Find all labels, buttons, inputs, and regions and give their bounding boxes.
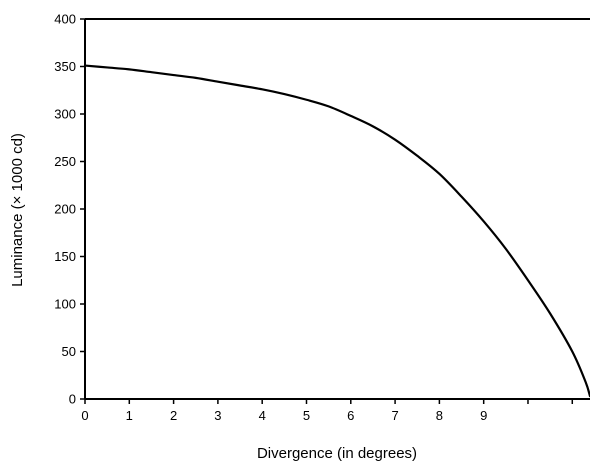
x-tick-label: 2: [170, 408, 177, 423]
x-tick-label: 0: [81, 408, 88, 423]
y-tick-label: 250: [54, 154, 76, 169]
x-tick-label: 1: [126, 408, 133, 423]
x-tick-label: 4: [259, 408, 266, 423]
x-tick-label: 9: [480, 408, 487, 423]
y-tick-label: 300: [54, 107, 76, 122]
y-tick-label: 100: [54, 297, 76, 312]
x-tick-label: 6: [347, 408, 354, 423]
y-tick-label: 150: [54, 249, 76, 264]
x-tick-label: 5: [303, 408, 310, 423]
x-tick-label: 7: [391, 408, 398, 423]
y-tick-label: 350: [54, 59, 76, 74]
y-axis-title: Luminance (× 1000 cd): [9, 133, 26, 287]
y-tick-label: 0: [69, 392, 76, 407]
x-tick-label: 3: [214, 408, 221, 423]
x-tick-label: 8: [436, 408, 443, 423]
y-tick-label: 50: [62, 344, 76, 359]
y-tick-label: 200: [54, 202, 76, 217]
luminance-series-line: [83, 64, 590, 398]
x-axis-title: Divergence (in degrees): [257, 445, 417, 462]
y-tick-label: 400: [54, 12, 76, 27]
